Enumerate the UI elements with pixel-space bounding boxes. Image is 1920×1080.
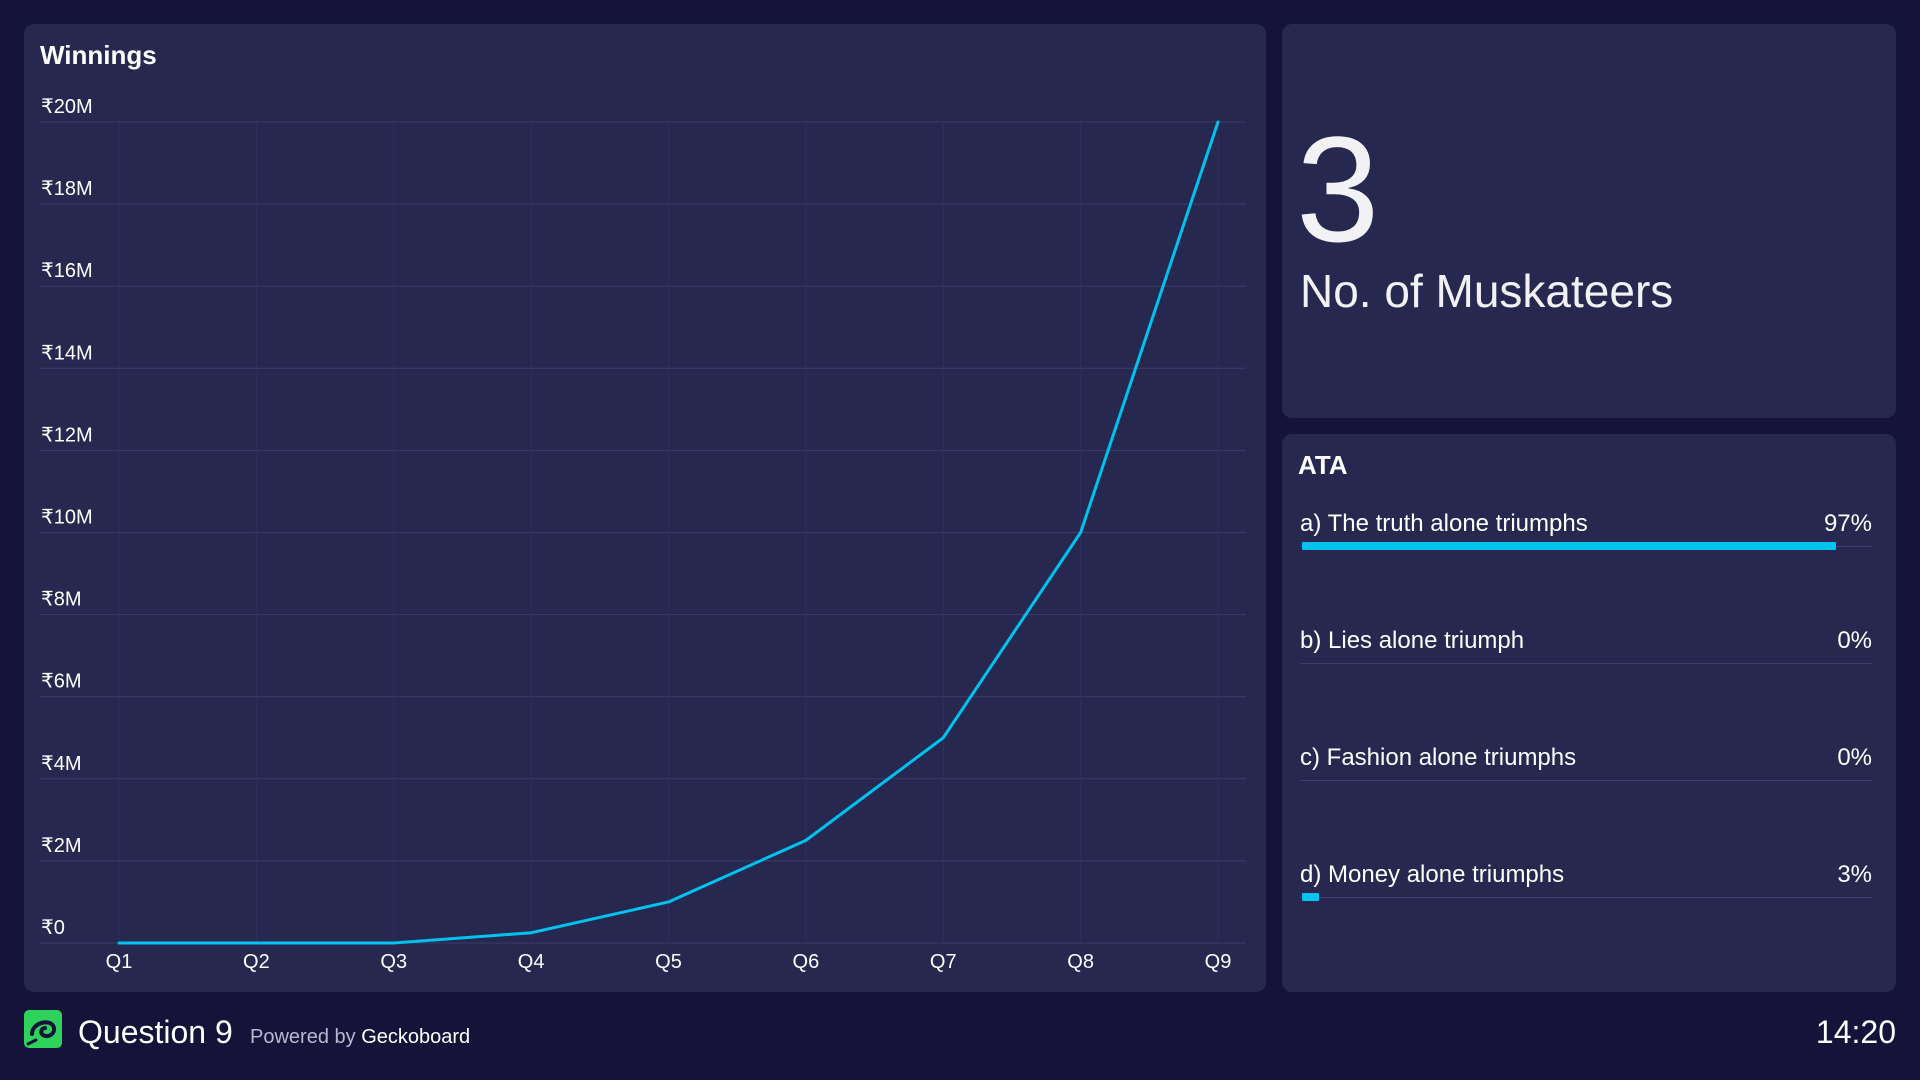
y-tick-label: ₹12M: [41, 424, 93, 446]
y-tick-label: ₹2M: [41, 835, 82, 857]
ata-option-d: d) Money alone triumphs 3%: [1300, 861, 1872, 901]
y-tick-label: ₹8M: [41, 589, 82, 611]
ata-option-bar: [1302, 542, 1836, 550]
data-point: [1216, 120, 1220, 124]
y-tick-label: ₹14M: [41, 342, 93, 364]
powered-by-brand[interactable]: Geckoboard: [361, 1026, 471, 1048]
x-tick-label: Q3: [380, 951, 407, 973]
x-tick-label: Q4: [518, 951, 545, 973]
y-tick-label: ₹18M: [41, 178, 93, 200]
y-tick-label: ₹0: [41, 917, 65, 939]
y-tick-label: ₹4M: [41, 753, 82, 775]
ata-option-a: a) The truth alone triumphs 97%: [1300, 510, 1872, 550]
ata-option-value: 0%: [1837, 627, 1872, 654]
ata-option-track: [1300, 780, 1872, 781]
ata-option-value: 3%: [1837, 861, 1872, 888]
ata-option-label: a) The truth alone triumphs: [1300, 510, 1588, 537]
winnings-chart-panel: Winnings ₹0 ₹2M ₹4M ₹6M ₹8M ₹10M ₹12M ₹14M ₹16M ₹…: [24, 24, 1266, 992]
ata-panel: ATA a) The truth alone triumphs 97% b) L…: [1282, 434, 1896, 992]
data-point: [1079, 531, 1083, 534]
ata-option-b: b) Lies alone triumph 0%: [1300, 627, 1872, 667]
x-tick-label: Q8: [1067, 951, 1094, 973]
dashboard-title: Question 9: [78, 1014, 233, 1050]
ata-option-track: [1300, 663, 1872, 664]
geckoboard-logo-icon: [24, 1010, 62, 1048]
ata-option-value: 0%: [1837, 744, 1872, 771]
clock-time: 14:20: [1815, 1014, 1896, 1050]
powered-by: Powered by Geckoboard: [250, 1026, 470, 1049]
x-tick-label: Q9: [1205, 951, 1232, 973]
y-tick-label: ₹16M: [41, 260, 93, 282]
data-point: [804, 838, 808, 842]
muskateers-label: No. of Muskateers: [1300, 265, 1674, 317]
y-tick-label: ₹6M: [41, 671, 82, 693]
x-tick-label: Q7: [930, 951, 957, 973]
x-tick-label: Q1: [106, 951, 133, 973]
muskateers-number-panel: 3 No. of Muskateers: [1282, 24, 1896, 418]
data-point: [529, 931, 533, 935]
ata-title: ATA: [1298, 450, 1348, 480]
data-point: [667, 900, 670, 904]
chart-title: Winnings: [40, 40, 157, 70]
ata-option-value: 97%: [1823, 510, 1872, 537]
ata-option-c: c) Fashion alone triumphs 0%: [1300, 744, 1872, 784]
ata-option-label: c) Fashion alone triumphs: [1300, 744, 1577, 771]
data-point: [392, 941, 396, 945]
powered-by-prefix: Powered by: [250, 1026, 356, 1048]
ata-option-track: [1300, 897, 1872, 898]
y-tick-label: ₹10M: [41, 507, 93, 529]
winnings-line-chart: ₹0 ₹2M ₹4M ₹6M ₹8M ₹10M ₹12M ₹14M ₹16M ₹18M ₹20M Q1…: [40, 96, 1246, 973]
muskateers-count: 3: [1296, 105, 1380, 273]
x-tick-label: Q5: [655, 951, 682, 973]
data-point: [254, 941, 258, 945]
x-tick-label: Q2: [243, 951, 270, 973]
ata-option-label: d) Money alone triumphs: [1300, 861, 1565, 888]
data-point: [117, 941, 121, 945]
ata-option-bar: [1302, 893, 1319, 901]
data-point: [941, 736, 945, 740]
y-tick-label: ₹20M: [41, 96, 93, 118]
ata-option-label: b) Lies alone triumph: [1300, 627, 1525, 654]
x-tick-label: Q6: [793, 951, 820, 973]
